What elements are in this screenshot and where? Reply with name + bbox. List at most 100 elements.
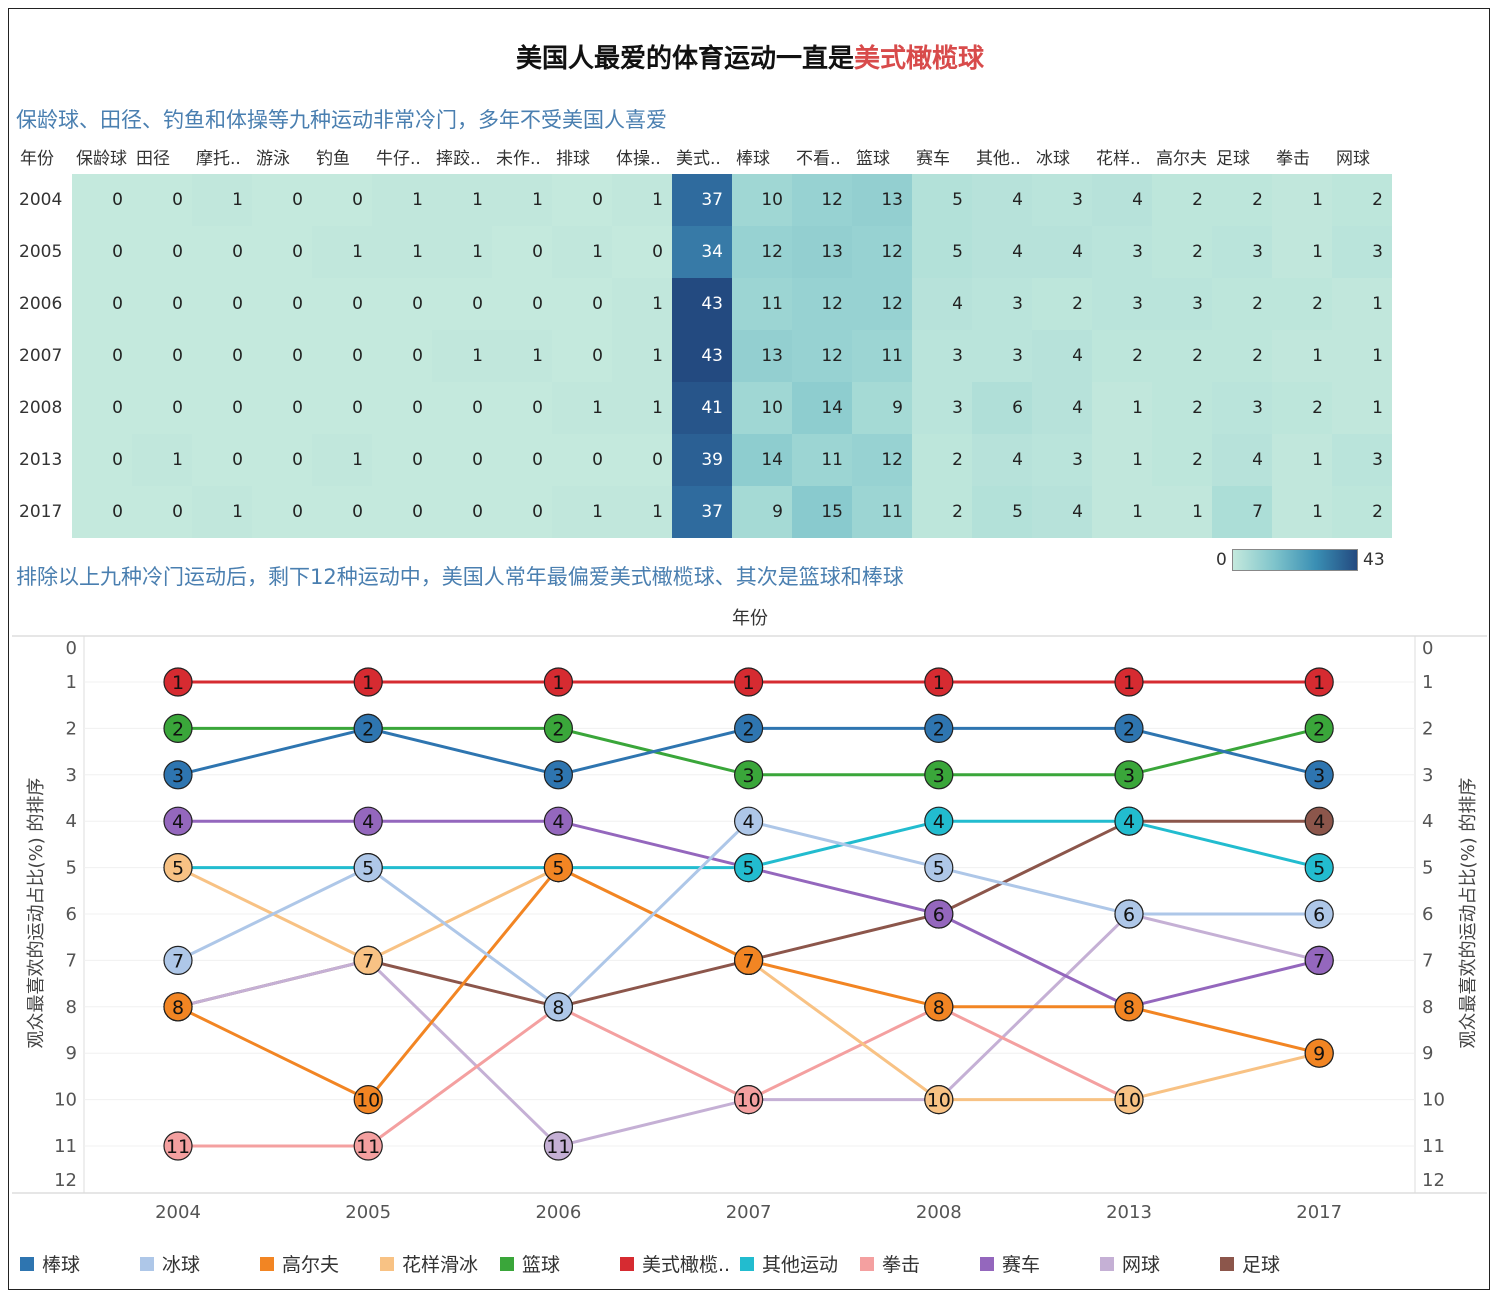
heatmap-cell: 4: [972, 226, 1032, 278]
heatmap-cell: 9: [852, 382, 912, 434]
rank-marker-circle: [924, 853, 954, 883]
rank-marker-label: 3: [1123, 765, 1135, 787]
rank-marker-circle: [1304, 667, 1334, 697]
legend-item: 棒球: [20, 1250, 80, 1280]
rank-marker-circle: [163, 713, 193, 743]
heatmap-cell: 0: [432, 278, 492, 330]
rank-marker-circle: [924, 667, 954, 697]
heatmap-corner-label: 年份: [20, 149, 54, 169]
legend-label: 足球: [1242, 1254, 1281, 1276]
heatmap-cell: 2: [1332, 174, 1392, 226]
heatmap-cell: 0: [312, 330, 372, 382]
rank-marker: 1: [924, 667, 954, 697]
rank-marker-circle: [924, 899, 954, 929]
heatmap-cell: 1: [1272, 330, 1332, 382]
heatmap-column-header: 网球: [1336, 149, 1370, 169]
chart-frame: [8, 8, 1490, 1290]
x-tick-label: 2007: [726, 1202, 772, 1223]
rank-marker-circle: [353, 667, 383, 697]
heatmap-cell: 12: [852, 278, 912, 330]
heatmap-cell: 0: [72, 434, 132, 486]
rank-marker-label: 8: [933, 997, 945, 1019]
legend-item: 花样滑冰: [380, 1250, 478, 1280]
heatmap-cell: 4: [912, 278, 972, 330]
heatmap-cell: 39: [672, 434, 732, 486]
heatmap-cell: 2: [1212, 174, 1272, 226]
heatmap-cell: 3: [1212, 382, 1272, 434]
rank-marker: 8: [543, 992, 574, 1022]
heatmap-cell: 1: [1092, 382, 1152, 434]
rank-marker: 3: [543, 760, 574, 790]
heatmap-row-label: 2008: [19, 398, 63, 418]
heatmap-row-label: 2013: [19, 450, 63, 470]
series-legend: 棒球 冰球 高尔夫 花样滑冰 篮球 美式橄榄.. 其他运动 拳击 赛车 网球 足球: [0, 1250, 1500, 1280]
heatmap-row-label: 2007: [19, 346, 63, 366]
rank-marker-circle: [543, 667, 574, 697]
heatmap-cell: 0: [612, 226, 672, 278]
heatmap-cell: 3: [1032, 174, 1092, 226]
heatmap-cell: 0: [252, 278, 312, 330]
legend-item: 美式橄榄..: [620, 1250, 730, 1280]
heatmap-cell: 11: [792, 434, 852, 486]
heatmap-cell: 0: [372, 382, 432, 434]
y-tick-label-right: 9: [1422, 1043, 1433, 1064]
rank-marker-label: 10: [1117, 1090, 1141, 1112]
y-tick-label-left: 12: [54, 1170, 77, 1191]
legend-label: 赛车: [1002, 1254, 1041, 1276]
rank-marker-circle: [353, 853, 383, 883]
rank-marker-label: 10: [927, 1090, 951, 1112]
rank-marker-label: 6: [1123, 904, 1135, 926]
color-legend-gradient: [1232, 549, 1358, 571]
heatmap-cell: 0: [252, 226, 312, 278]
heatmap-subtitle: 保龄球、田径、钓鱼和体操等九种运动非常冷门，多年不受美国人喜爱: [16, 108, 667, 132]
rank-marker: 10: [1114, 1085, 1144, 1115]
rank-marker-circle: [353, 945, 383, 975]
heatmap-cell: 1: [612, 174, 672, 226]
heatmap-cell: 1: [552, 486, 612, 538]
rank-marker-circle: [1304, 853, 1334, 883]
heatmap-cell: 2: [1212, 278, 1272, 330]
rank-marker-label: 2: [172, 718, 184, 740]
rank-marker: 10: [924, 1085, 954, 1115]
heatmap-column-header: 摔跤..: [436, 149, 481, 169]
heatmap-cell: 1: [192, 174, 252, 226]
rank-marker: 7: [353, 945, 383, 975]
rank-marker-label: 8: [172, 997, 184, 1019]
y-tick-label-left: 11: [54, 1136, 77, 1157]
rank-marker-label: 5: [362, 858, 374, 880]
heatmap-column-header: 游泳: [256, 149, 290, 169]
rank-marker-circle: [1114, 760, 1144, 790]
x-tick-label: 2006: [535, 1202, 581, 1223]
series-line: [177, 865, 1320, 1102]
series-line: [178, 1005, 1130, 1148]
legend-item: 赛车: [980, 1250, 1040, 1280]
rank-marker-label: 7: [362, 950, 374, 972]
heatmap-cell: 1: [1092, 434, 1152, 486]
heatmap-cell: 2: [1152, 226, 1212, 278]
rank-marker: 4: [163, 806, 193, 836]
rank-marker: 4: [1114, 806, 1144, 836]
heatmap-cell: 0: [372, 434, 432, 486]
legend-swatch: [620, 1256, 634, 1271]
heatmap-column-header: 田径: [136, 149, 170, 169]
heatmap-cell: 0: [72, 330, 132, 382]
heatmap-column-header: 冰球: [1036, 149, 1070, 169]
rank-marker: 1: [163, 667, 193, 697]
line-chart-subtitle: 排除以上九种冷门运动后，剩下12种运动中，美国人常年最偏爱美式橄榄球、其次是篮球…: [16, 565, 904, 589]
rank-marker-label: 4: [362, 811, 374, 833]
heatmap-cell: 4: [1032, 330, 1092, 382]
rank-marker-label: 2: [1313, 718, 1325, 740]
rank-marker: 7: [1304, 945, 1334, 975]
page-title: 美国人最爱的体育运动一直是美式橄榄球: [515, 44, 985, 74]
y-axis-label-left: 观众最喜欢的运动占比(%) 的排序: [26, 778, 47, 1049]
y-tick-label-right: 10: [1422, 1090, 1445, 1111]
top-axis-label: 年份: [732, 608, 768, 629]
heatmap-cell: 0: [432, 382, 492, 434]
heatmap-cell: 1: [432, 330, 492, 382]
rank-marker-circle: [733, 806, 764, 836]
rank-marker: 4: [733, 806, 764, 836]
heatmap-cell: 0: [492, 434, 552, 486]
heatmap-cell: 3: [1092, 278, 1152, 330]
rank-marker-label: 1: [1123, 672, 1135, 694]
rank-marker: 2: [1114, 713, 1144, 743]
